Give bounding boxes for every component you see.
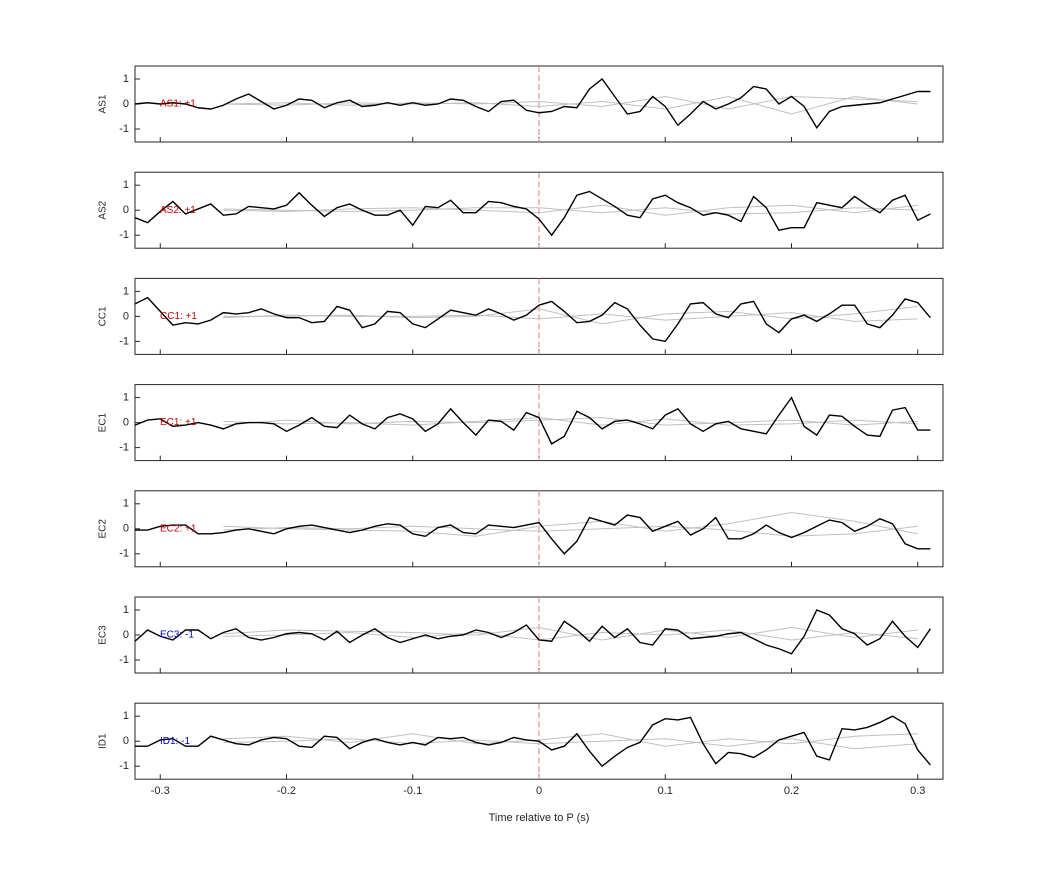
y-tick-label: 0 xyxy=(123,417,129,429)
series-line xyxy=(223,95,918,115)
y-tick-label: 1 xyxy=(123,604,129,616)
x-tick-label: 0.3 xyxy=(910,785,925,797)
annotation: AS2: +1 xyxy=(160,205,196,216)
y-tick-label: -1 xyxy=(119,442,129,454)
annotation: CC1: +1 xyxy=(160,311,197,322)
series-line xyxy=(223,204,918,216)
y-tick-label: 1 xyxy=(123,498,129,510)
x-tick-label: 0.1 xyxy=(658,785,673,797)
y-tick-label: 0 xyxy=(123,204,129,216)
x-tick-label: 0 xyxy=(536,785,542,797)
y-tick-label: -1 xyxy=(119,229,129,241)
y-axis-label: ID1 xyxy=(98,733,109,749)
annotation: EC2: +1 xyxy=(160,523,197,534)
y-tick-label: -1 xyxy=(119,335,129,347)
series-line xyxy=(223,525,918,537)
y-tick-label: -1 xyxy=(119,654,129,666)
series-line xyxy=(223,626,918,641)
y-tick-label: -1 xyxy=(119,123,129,135)
series-line xyxy=(134,77,931,129)
y-axis-label: EC3 xyxy=(98,625,109,645)
x-axis-label: Time relative to P (s) xyxy=(489,812,590,824)
y-tick-label: 1 xyxy=(123,73,129,85)
y-tick-label: 1 xyxy=(123,179,129,191)
y-axis-label: AS2 xyxy=(98,200,109,219)
series-line xyxy=(135,715,931,768)
y-tick-label: 0 xyxy=(123,629,129,641)
y-axis-label: EC2 xyxy=(98,519,109,539)
y-tick-label: 0 xyxy=(123,735,129,747)
series-line xyxy=(223,512,918,537)
annotation: EC1: +1 xyxy=(160,417,197,428)
x-tick-label: -0.1 xyxy=(403,785,422,797)
y-axis-label: EC1 xyxy=(98,412,109,432)
series-line xyxy=(223,733,918,747)
x-tick-label: -0.2 xyxy=(277,785,296,797)
series-line xyxy=(223,305,918,325)
y-tick-label: -1 xyxy=(119,760,129,772)
series-line xyxy=(223,207,918,215)
annotation: ID1: -1 xyxy=(160,736,190,747)
x-tick-label: -0.3 xyxy=(151,785,170,797)
series-line xyxy=(134,609,931,655)
series-line xyxy=(134,396,931,445)
y-tick-label: 0 xyxy=(123,523,129,535)
y-tick-label: 1 xyxy=(123,285,129,297)
y-tick-label: 0 xyxy=(123,98,129,110)
y-axis-label: CC1 xyxy=(98,306,109,326)
annotation: AS1: +1 xyxy=(160,99,196,110)
series-line xyxy=(135,514,931,555)
y-tick-label: 1 xyxy=(123,710,129,722)
x-tick-label: 0.2 xyxy=(784,785,799,797)
y-tick-label: -1 xyxy=(119,548,129,560)
series-line xyxy=(134,296,931,343)
annotation: EC3: -1 xyxy=(160,630,194,641)
series-line xyxy=(134,190,931,237)
y-axis-label: AS1 xyxy=(98,94,109,113)
y-tick-label: 0 xyxy=(123,310,129,322)
y-tick-label: 1 xyxy=(123,392,129,404)
